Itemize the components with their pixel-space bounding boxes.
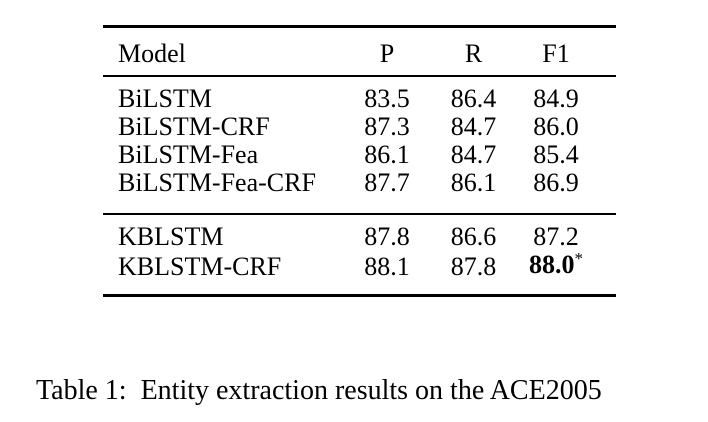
- recall-cell: 86.1: [450, 168, 497, 197]
- f1-cell: 85.4: [533, 140, 579, 169]
- f1-cell: 87.2: [533, 222, 579, 251]
- recall-cell: 87.8: [450, 251, 497, 281]
- table-row: BiLSTM-Fea 86.1 84.7 85.4: [103, 141, 616, 169]
- table-row: BiLSTM 83.5 86.4 84.9: [103, 76, 616, 113]
- table-header: Model P R F1: [103, 27, 616, 76]
- recall-cell: 84.7: [450, 112, 497, 141]
- results-table: Model P R F1 BiLSTM 83.5 86.4 84.9 BiLST…: [103, 25, 616, 297]
- model-cell: BiLSTM-CRF: [118, 112, 270, 141]
- model-cell: KBLSTM: [118, 222, 224, 251]
- column-header-f1: F1: [542, 39, 570, 68]
- column-header-precision: P: [379, 39, 395, 68]
- table-row: BiLSTM-CRF 87.3 84.7 86.0: [103, 113, 616, 141]
- recall-cell: 84.7: [450, 140, 497, 169]
- table-caption: Table 1: Entity extraction results on th…: [8, 331, 706, 422]
- f1-cell: 84.9: [533, 84, 579, 113]
- model-cell: KBLSTM-CRF: [118, 251, 282, 281]
- model-cell: BiLSTM-Fea: [118, 140, 259, 169]
- f1-value: 88.0: [529, 250, 575, 279]
- recall-cell: 86.4: [450, 84, 497, 113]
- table-row: BiLSTM-Fea-CRF 87.7 86.1 86.9: [103, 169, 616, 214]
- f1-cell: 86.9: [533, 168, 579, 197]
- header-row: Model P R F1: [103, 27, 616, 76]
- significance-asterisk: *: [574, 249, 584, 268]
- precision-cell: 88.1: [364, 251, 410, 281]
- model-cell: BiLSTM-Fea-CRF: [118, 168, 316, 197]
- f1-cell: 88.0*: [516, 249, 616, 296]
- f1-cell: 86.0: [533, 112, 579, 141]
- precision-cell: 83.5: [364, 84, 410, 113]
- column-header-model: Model: [118, 39, 186, 68]
- table-row: KBLSTM 87.8 86.6 87.2: [103, 214, 616, 251]
- kblstm-models-group: KBLSTM 87.8 86.6 87.2 KBLSTM-CRF 88.1 87…: [103, 214, 616, 296]
- precision-cell: 86.1: [364, 140, 410, 169]
- model-cell: BiLSTM: [118, 84, 212, 113]
- precision-cell: 87.8: [364, 222, 410, 251]
- recall-cell: 86.6: [450, 222, 497, 251]
- precision-cell: 87.3: [364, 112, 410, 141]
- table-row-best: KBLSTM-CRF 88.1 87.8 88.0*: [103, 249, 616, 296]
- caption-line-1: Table 1: Entity extraction results on th…: [36, 375, 602, 406]
- column-header-recall: R: [464, 39, 483, 68]
- precision-cell: 87.7: [364, 168, 410, 197]
- baseline-models-group: BiLSTM 83.5 86.4 84.9 BiLSTM-CRF 87.3 84…: [103, 76, 616, 214]
